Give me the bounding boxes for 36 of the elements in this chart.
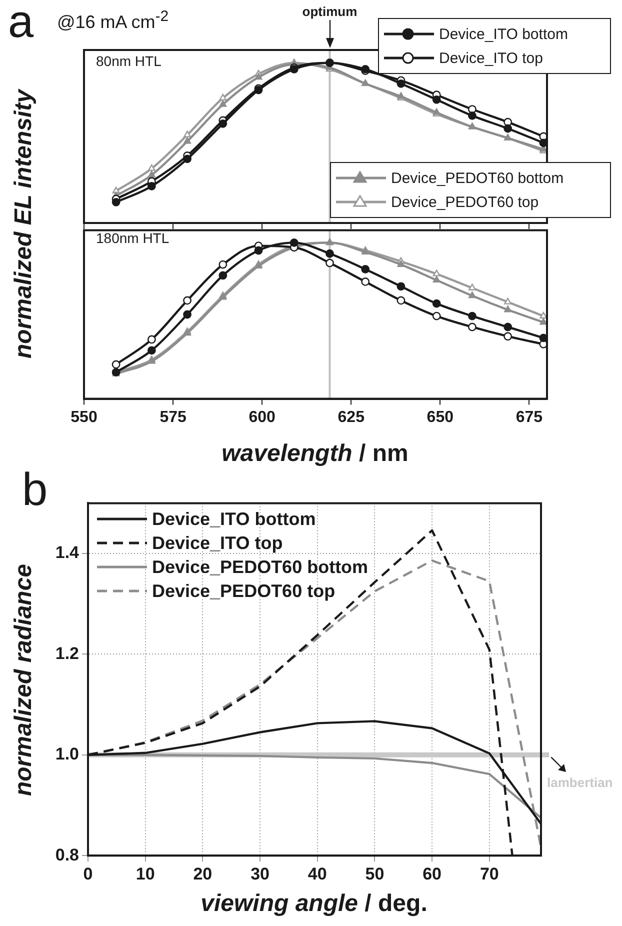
legend-label: Device_PEDOT60 bottom (391, 170, 564, 186)
y-tick-label: 1.4 (55, 543, 80, 562)
x-axis-title: viewing angle / deg. (200, 890, 428, 918)
x-tick-label: 675 (516, 408, 543, 426)
text: b (22, 462, 48, 516)
y-tick-label: 1.2 (55, 644, 79, 663)
legend-label: Device_ITO bottom (439, 26, 568, 42)
x-tick-label: 50 (365, 864, 384, 884)
annotation: 80nm HTL (96, 53, 162, 69)
text: @16 mA cm$^{-2}$ (57, 8, 169, 33)
legend-label: Device_PEDOT60 top (152, 580, 336, 602)
x-axis-title: wavelength / nm (222, 440, 408, 468)
x-tick-label: 30 (250, 864, 270, 884)
legend-label: Device_ITO top (439, 50, 543, 66)
x-tick-label: 20 (193, 864, 212, 884)
legend-label: Device_ITO bottom (152, 508, 316, 530)
x-tick-label: 650 (426, 408, 454, 426)
y-axis-title: normalized radiance (10, 564, 37, 796)
x-tick-label: 625 (338, 408, 365, 426)
ref-line-label: optimum (301, 4, 358, 19)
legend-label: Device_ITO top (152, 532, 283, 554)
legend-label: Device_PEDOT60 top (391, 194, 539, 210)
x-tick-label: 60 (422, 864, 442, 884)
legend-label: Device_PEDOT60 bottom (152, 556, 368, 578)
x-tick-label: 10 (136, 864, 155, 884)
x-tick-label: 575 (160, 408, 186, 426)
text: a (8, 0, 34, 48)
x-tick-label: 600 (248, 408, 276, 426)
x-tick-label: 550 (70, 408, 98, 426)
x-tick-label: 70 (480, 864, 499, 884)
y-tick-label: 1.0 (55, 744, 79, 764)
y-tick-label: 0.8 (55, 845, 79, 864)
x-tick-label: 40 (308, 864, 327, 884)
y-axis-title: normalized EL intensity (10, 90, 37, 358)
x-tick-label: 0 (83, 864, 93, 884)
annotation: 180nm HTL (96, 230, 170, 246)
